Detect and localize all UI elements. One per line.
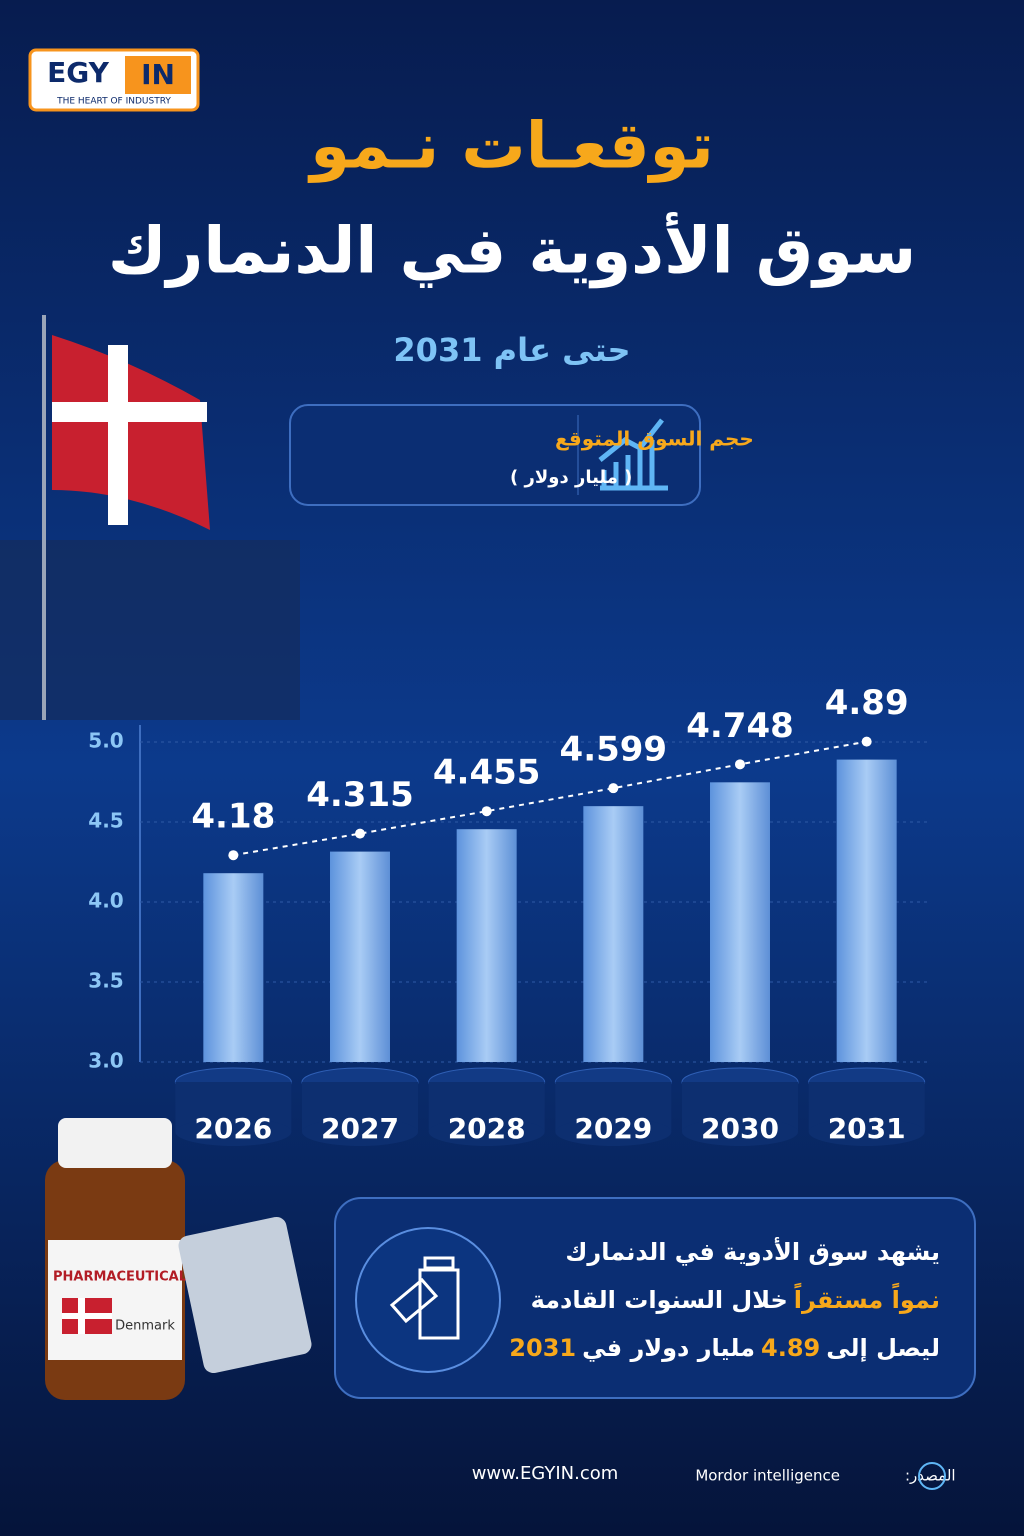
value-label: 4.315 bbox=[306, 775, 414, 815]
flag bbox=[52, 335, 210, 530]
pedestal bbox=[555, 1118, 672, 1146]
y-tick-label: 5.0 bbox=[88, 729, 123, 753]
y-tick-label: 3.5 bbox=[88, 969, 123, 993]
bar bbox=[583, 806, 644, 1062]
x-tick-label: 2030 bbox=[701, 1112, 779, 1145]
x-tick-label: 2026 bbox=[194, 1112, 272, 1145]
y-tick-label: 4.0 bbox=[88, 889, 123, 913]
bar bbox=[710, 782, 770, 1062]
trend-dot bbox=[355, 828, 365, 839]
globe-icon bbox=[918, 1462, 946, 1490]
summary-line: يشهد سوق الأدوية في الدنمارك bbox=[500, 1228, 940, 1276]
trend-dot bbox=[608, 783, 619, 794]
value-label: 4.89 bbox=[825, 683, 909, 723]
pedestal bbox=[682, 1118, 798, 1146]
source: Mordor intelligence bbox=[695, 1467, 840, 1485]
chart: 3.0 3.5 4.0 4.5 5.0 2026 4.18 2027 4.315 2028 4.45… bbox=[88, 683, 930, 1146]
pedestal bbox=[175, 1118, 292, 1146]
summary-box bbox=[334, 1197, 976, 1399]
website: www.EGYIN.com bbox=[472, 1463, 619, 1484]
logo-text: IN bbox=[141, 58, 175, 91]
summary: يشهد سوق الأدوية في الدنمارك نمواً مستقر… bbox=[500, 1228, 940, 1372]
bottle-label-text: Denmark bbox=[115, 1319, 175, 1334]
summary-line: ليصل إلى4.89مليار دولار في2031 bbox=[500, 1324, 940, 1372]
subtitle: حتى عام 2031 bbox=[393, 331, 630, 369]
bottle-label-text: PHARMACEUTICAL bbox=[53, 1270, 187, 1285]
value-label: 4.599 bbox=[560, 730, 668, 770]
legend-title: حجم السوق المتوقع bbox=[555, 427, 754, 451]
y-tick-label: 4.5 bbox=[88, 809, 123, 833]
flag-cross bbox=[52, 402, 207, 422]
title: سوق الأدوية في الدنمارك bbox=[108, 212, 916, 289]
source-label: المصدر: bbox=[905, 1467, 956, 1485]
pedestal bbox=[302, 1118, 418, 1146]
legend-box bbox=[289, 404, 701, 506]
flag-cross bbox=[108, 345, 128, 525]
summary-text: مليار دولار في bbox=[582, 1334, 756, 1362]
blister bbox=[178, 1216, 312, 1374]
mini-flag bbox=[62, 1313, 112, 1319]
trend-line bbox=[233, 740, 867, 857]
summary-text: ليصل إلى bbox=[826, 1334, 940, 1362]
logo-text: EGY bbox=[47, 56, 109, 89]
value-label: 4.455 bbox=[433, 753, 541, 793]
chart-icon bbox=[598, 418, 668, 491]
value-label: 4.18 bbox=[191, 797, 275, 837]
city-silhouette bbox=[0, 540, 300, 720]
bar bbox=[330, 851, 390, 1062]
summary-highlight: 2031 bbox=[509, 1334, 577, 1362]
x-tick-label: 2029 bbox=[574, 1112, 652, 1145]
bar bbox=[456, 829, 517, 1062]
summary-line: نمواً مستقراًخلال السنوات القادمة bbox=[500, 1276, 940, 1324]
summary-highlight: 4.89 bbox=[761, 1334, 821, 1362]
bar bbox=[836, 759, 897, 1062]
logo-tagline: THE HEART OF INDUSTRY bbox=[56, 97, 171, 107]
legend-unit: ( مليار دولار ) bbox=[510, 467, 632, 488]
pedestal bbox=[428, 1118, 545, 1146]
trend-dot bbox=[481, 806, 492, 817]
logo-accent bbox=[125, 56, 191, 94]
summary-highlight: نمواً مستقراً bbox=[793, 1286, 940, 1314]
title: توقعـات نـمو bbox=[307, 110, 714, 184]
summary-icon-ring bbox=[355, 1227, 501, 1373]
pill-icon bbox=[389, 1256, 460, 1340]
pedestal bbox=[808, 1118, 925, 1146]
bottle-cap bbox=[58, 1118, 172, 1168]
summary-text: يشهد سوق الأدوية في الدنمارك bbox=[565, 1238, 940, 1266]
y-tick-label: 3.0 bbox=[88, 1049, 123, 1073]
x-tick-label: 2027 bbox=[321, 1112, 399, 1145]
x-tick-label: 2028 bbox=[448, 1112, 526, 1145]
value-label: 4.748 bbox=[686, 706, 794, 746]
x-tick-label: 2031 bbox=[828, 1112, 906, 1145]
summary-text: خلال السنوات القادمة bbox=[530, 1286, 788, 1314]
bar bbox=[203, 873, 264, 1062]
